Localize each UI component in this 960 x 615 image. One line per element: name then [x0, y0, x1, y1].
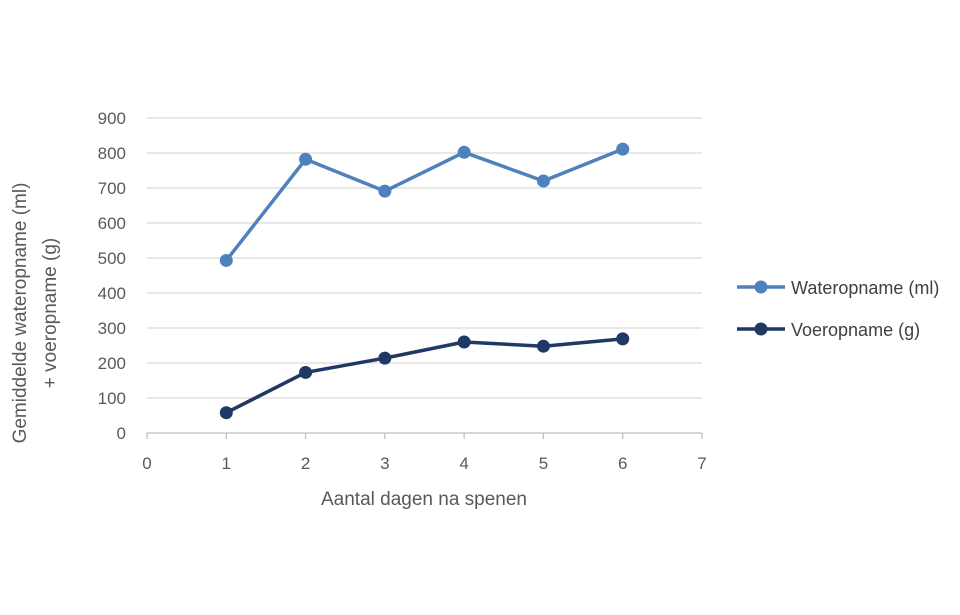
x-tick-labels: 0 1 2 3 4 5 6 7	[142, 454, 706, 473]
x-axis-title: Aantal dagen na spenen	[321, 489, 527, 510]
y-axis-title-line-1: Gemiddelde wateropname (ml)	[10, 183, 31, 444]
legend-item-water: Wateropname (ml)	[737, 278, 939, 298]
y-tick-label-800: 800	[98, 144, 126, 163]
x-tick-label-5: 5	[539, 454, 548, 473]
series-1-point-3	[378, 351, 392, 365]
series-0-point-2	[299, 152, 313, 166]
x-tick-label-1: 1	[222, 454, 231, 473]
series-1-point-2	[299, 365, 313, 379]
series-0-point-1	[219, 253, 233, 267]
legend: Wateropname (ml) Voeropname (g)	[737, 278, 939, 340]
legend-item-feed: Voeropname (g)	[737, 320, 920, 340]
x-tick-label-4: 4	[459, 454, 468, 473]
x-tick-label-2: 2	[301, 454, 310, 473]
y-tick-label-600: 600	[98, 214, 126, 233]
series-0-point-4	[457, 145, 471, 159]
x-tick-label-6: 6	[618, 454, 627, 473]
series-0-point-5	[536, 174, 550, 188]
series-1-point-4	[457, 335, 471, 349]
y-tick-label-700: 700	[98, 179, 126, 198]
axes	[146, 432, 703, 439]
x-tick-label-0: 0	[142, 454, 151, 473]
series-0-point-6	[616, 142, 630, 156]
series-1-point-6	[616, 332, 630, 346]
y-tick-label-400: 400	[98, 284, 126, 303]
legend-label-feed: Voeropname (g)	[791, 320, 920, 340]
y-tick-label-0: 0	[117, 424, 126, 443]
y-tick-label-500: 500	[98, 249, 126, 268]
y-tick-label-200: 200	[98, 354, 126, 373]
y-axis-title: Gemiddelde wateropname (ml) + voeropname…	[10, 183, 61, 444]
series-1-point-5	[536, 339, 550, 353]
series-1-point-1	[219, 406, 233, 420]
gridlines	[147, 117, 702, 399]
legend-marker-water	[754, 280, 768, 294]
series-0-line	[224, 147, 624, 262]
series-1-line	[225, 337, 623, 415]
y-tick-labels: 0 100 200 300 400 500 600 700 800 900	[98, 109, 126, 443]
series-layer	[219, 142, 630, 420]
legend-label-water: Wateropname (ml)	[791, 278, 939, 298]
y-tick-label-900: 900	[98, 109, 126, 128]
y-tick-label-300: 300	[98, 319, 126, 338]
legend-marker-feed	[754, 322, 768, 336]
y-tick-label-100: 100	[98, 389, 126, 408]
x-tick-label-3: 3	[380, 454, 389, 473]
y-axis-title-line-2: + voeropname (g)	[40, 238, 61, 389]
series-0-point-3	[378, 184, 392, 198]
x-tick-label-7: 7	[697, 454, 706, 473]
